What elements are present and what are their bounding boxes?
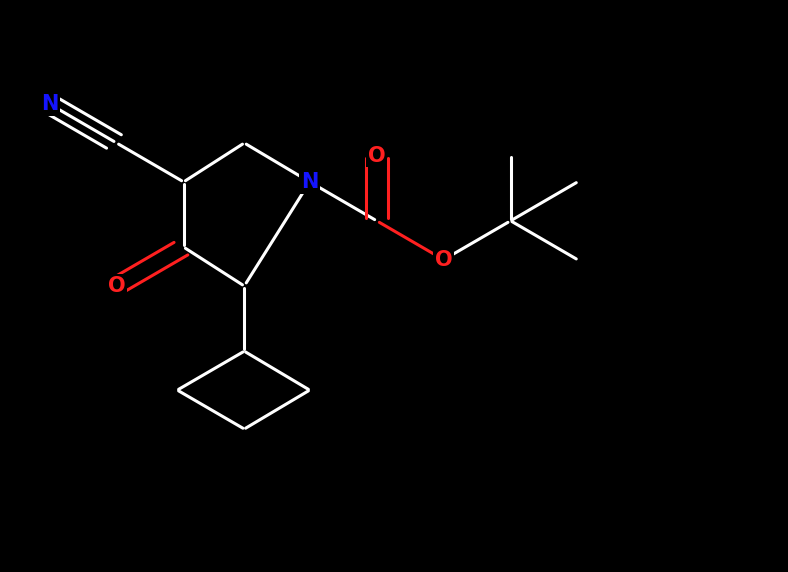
Text: N: N <box>301 172 318 192</box>
Text: O: O <box>108 276 125 296</box>
Text: O: O <box>368 146 385 165</box>
Text: N: N <box>41 94 58 114</box>
Text: O: O <box>435 250 452 269</box>
